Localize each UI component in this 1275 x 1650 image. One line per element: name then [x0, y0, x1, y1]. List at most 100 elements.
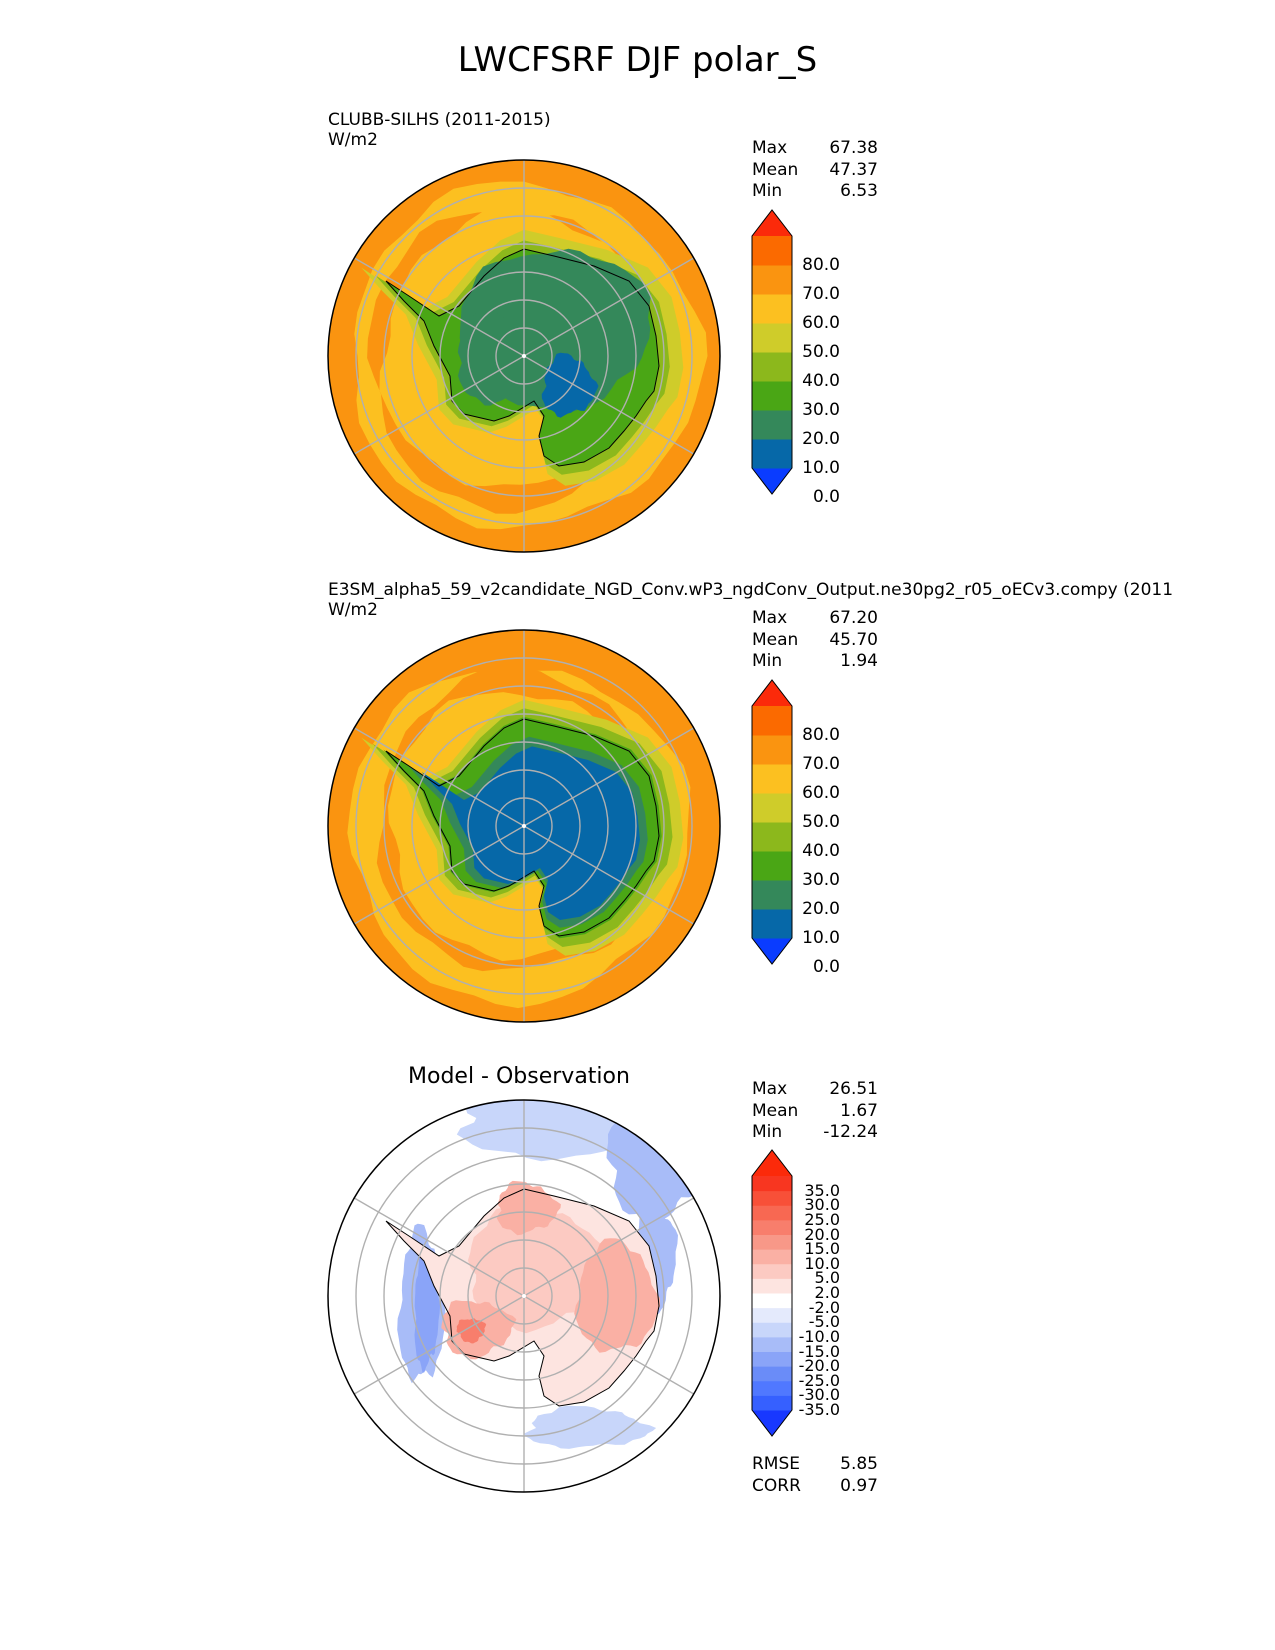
colorbar-segment — [752, 880, 792, 910]
colorbar-segment — [752, 1249, 792, 1265]
map-boundary — [327, 1099, 721, 1493]
main-title: LWCFSRF DJF polar_S — [457, 40, 818, 80]
meridian-line — [353, 1295, 525, 1395]
colorbar-tick-label: -2.0 — [808, 1297, 840, 1317]
colorbar-tick-label: 70.0 — [802, 754, 840, 774]
meridian-line — [523, 355, 695, 455]
colorbar-segment — [752, 793, 792, 823]
stat-label: Min — [752, 1122, 783, 1142]
meridian-line — [353, 355, 525, 455]
neg-south — [524, 1405, 657, 1449]
graticule — [353, 160, 695, 552]
colorbar-extend-max — [752, 680, 792, 706]
colorbar-segment — [752, 1205, 792, 1221]
colorbar-tick-label: -30.0 — [798, 1385, 840, 1405]
colorbar-tick-label: 5.0 — [814, 1268, 840, 1288]
colorbar-segment — [752, 822, 792, 852]
stat-value: 45.70 — [829, 629, 878, 650]
metric-value: 5.85 — [840, 1454, 878, 1474]
pole-marker — [522, 1294, 526, 1298]
colorbar-tick-label: 40.0 — [802, 841, 840, 861]
colorbar-tick-label: 10.0 — [804, 1253, 840, 1273]
colorbar-tick-label: 2.0 — [814, 1283, 840, 1302]
stat-label: Mean — [752, 159, 799, 180]
stat-label: Mean — [752, 1100, 799, 1121]
panel1-title: CLUBB-SILHS (2011-2015) — [328, 110, 551, 130]
graticule — [353, 1100, 695, 1492]
colorbar-tick-label: 20.0 — [802, 899, 840, 919]
colorbar-segment — [752, 1219, 792, 1235]
map-boundary — [327, 159, 721, 553]
colorbar-tick-label: -20.0 — [798, 1356, 840, 1376]
metric-label: CORR — [752, 1475, 801, 1496]
meridian-line — [523, 1295, 695, 1395]
meridian-line — [353, 825, 525, 925]
colorbar-tick-label: 80.0 — [802, 255, 840, 275]
colorbar-tick-label: 0.0 — [812, 487, 840, 507]
pole-marker — [522, 824, 526, 828]
colorbar-segment — [752, 1293, 792, 1309]
stat-label: Mean — [752, 629, 799, 650]
colorbar-tick-label: 20.0 — [804, 1224, 840, 1244]
graticule — [353, 630, 695, 1022]
colorbar-segment — [752, 909, 792, 939]
colorbar-segment — [752, 439, 792, 469]
colorbar-segment — [752, 236, 792, 266]
coastline — [385, 248, 660, 467]
colorbar-segment — [752, 294, 792, 324]
colorbar-segment — [752, 1366, 792, 1382]
panel3-title: Model - Observation — [408, 1064, 630, 1089]
meridian-line — [353, 727, 525, 827]
colorbar-tick-label: 60.0 — [802, 783, 840, 803]
colorbar-tick-label: 35.0 — [804, 1180, 840, 1200]
stat-value: 26.51 — [829, 1079, 878, 1099]
colorbar-tick-label: 60.0 — [802, 313, 840, 333]
colorbar-segment — [752, 706, 792, 736]
colorbar-segment — [752, 764, 792, 794]
panel2-units: W/m2 — [328, 600, 378, 620]
colorbar-tick-label: 25.0 — [804, 1209, 840, 1229]
colorbar-tick-label: 50.0 — [802, 812, 840, 832]
stat-value: 47.37 — [829, 159, 878, 180]
panel1-polar-map — [327, 159, 721, 553]
stat-label: Max — [752, 138, 788, 158]
pole-marker — [522, 354, 526, 358]
colorbar-tick-label: -5.0 — [808, 1312, 840, 1332]
colorbar-tick-label: 15.0 — [804, 1239, 840, 1259]
meridian-line — [523, 257, 695, 357]
meridian-line — [523, 727, 695, 827]
colorbar-tick-label: -15.0 — [798, 1341, 840, 1361]
meridian-line — [353, 1197, 525, 1297]
colorbar-tick-label: 10.0 — [802, 928, 840, 948]
stat-label: Min — [752, 651, 783, 671]
coastline — [385, 718, 660, 937]
colorbar-segment — [752, 1322, 792, 1338]
colorbar-tick-label: 70.0 — [802, 284, 840, 304]
colorbar-tick-label: 50.0 — [802, 342, 840, 362]
panel1-units: W/m2 — [328, 130, 378, 150]
colorbar-segment — [752, 381, 792, 411]
colorbar-tick-label: 30.0 — [802, 870, 840, 890]
panel2-title: E3SM_alpha5_59_v2candidate_NGD_Conv.wP3_… — [328, 580, 1174, 600]
colorbar-segment — [752, 851, 792, 881]
stat-label: Max — [752, 1079, 788, 1099]
colorbar-segment — [752, 1380, 792, 1396]
colorbar-tick-label: 30.0 — [804, 1195, 840, 1215]
colorbar-extend-max — [752, 1150, 792, 1176]
panel2-polar-map — [327, 629, 721, 1023]
colorbar-extend-max — [752, 210, 792, 236]
stat-value: 67.20 — [829, 608, 878, 628]
metric-label: RMSE — [752, 1454, 801, 1474]
panel3-polar-map — [327, 1099, 721, 1493]
stat-label: Max — [752, 608, 788, 628]
coastline — [385, 1188, 660, 1407]
pos-east — [574, 1238, 661, 1353]
colorbar-outline — [751, 679, 793, 965]
panel3-colorbar — [751, 1149, 793, 1437]
stat-value: 6.53 — [840, 181, 878, 201]
panel1-stats: Max 67.38 Mean 47.37 Min 6.53 — [752, 138, 878, 203]
panel2-stats: Max 67.20 Mean 45.70 Min 1.94 — [752, 608, 878, 673]
panel3-stats: Max 26.51 Mean 1.67 Min -12.24 — [752, 1079, 878, 1144]
colorbar-segment — [752, 1351, 792, 1367]
colorbar-segment — [752, 1278, 792, 1294]
